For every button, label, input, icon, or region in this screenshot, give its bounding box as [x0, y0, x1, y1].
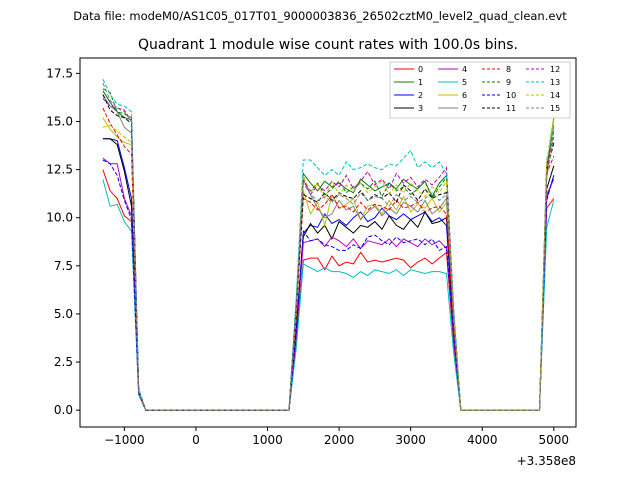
legend-label-15: 15 — [550, 104, 560, 113]
axes-layer: −1000 0 1000 2000 3000 4000 50000.02.55.07.510… — [46, 66, 569, 447]
data-file-suptitle: Data file: modeM0/AS1C05_017T01_90000038… — [73, 9, 567, 23]
chart-title: Quadrant 1 module wise count rates with … — [138, 37, 518, 53]
x-tick-label: −1000 — [104, 433, 145, 447]
x-offset-label: +3.358e8 — [517, 454, 576, 468]
x-tick-label: 3000 — [395, 433, 426, 447]
legend-label-4: 4 — [462, 65, 467, 74]
legend-box — [389, 61, 571, 119]
legend-label-3: 3 — [418, 104, 423, 113]
plot-frame — [79, 57, 577, 428]
y-tick-label: 2.5 — [54, 355, 73, 369]
y-tick-label: 0.0 — [54, 403, 73, 417]
y-tick-label: 7.5 — [54, 259, 73, 273]
series-layer — [102, 78, 555, 411]
y-tick-label: 5.0 — [54, 307, 73, 321]
y-tick-label: 17.5 — [46, 66, 73, 80]
y-tick-label: 12.5 — [46, 163, 73, 177]
series-line-11 — [102, 94, 555, 411]
legend-label-0: 0 — [418, 65, 423, 74]
x-tick-label: 5000 — [539, 433, 570, 447]
legend-label-9: 9 — [506, 78, 511, 87]
series-line-8 — [102, 107, 555, 411]
x-tick-label: 1000 — [252, 433, 283, 447]
x-tick-label: 0 — [192, 433, 200, 447]
legend-label-6: 6 — [462, 91, 467, 100]
legend-label-13: 13 — [550, 78, 560, 87]
legend-label-2: 2 — [418, 91, 423, 100]
legend-label-11: 11 — [506, 104, 516, 113]
legend-label-12: 12 — [550, 65, 560, 74]
series-line-15 — [102, 82, 555, 411]
y-tick-label: 15.0 — [46, 115, 73, 129]
x-tick-label: 2000 — [324, 433, 355, 447]
legend-label-8: 8 — [506, 65, 511, 74]
x-tick-label: 4000 — [467, 433, 498, 447]
legend-label-1: 1 — [418, 78, 423, 87]
y-tick-label: 10.0 — [46, 211, 73, 225]
legend-label-5: 5 — [462, 78, 467, 87]
legend-label-14: 14 — [550, 91, 560, 100]
legend-label-10: 10 — [506, 91, 516, 100]
legend-label-7: 7 — [462, 104, 467, 113]
